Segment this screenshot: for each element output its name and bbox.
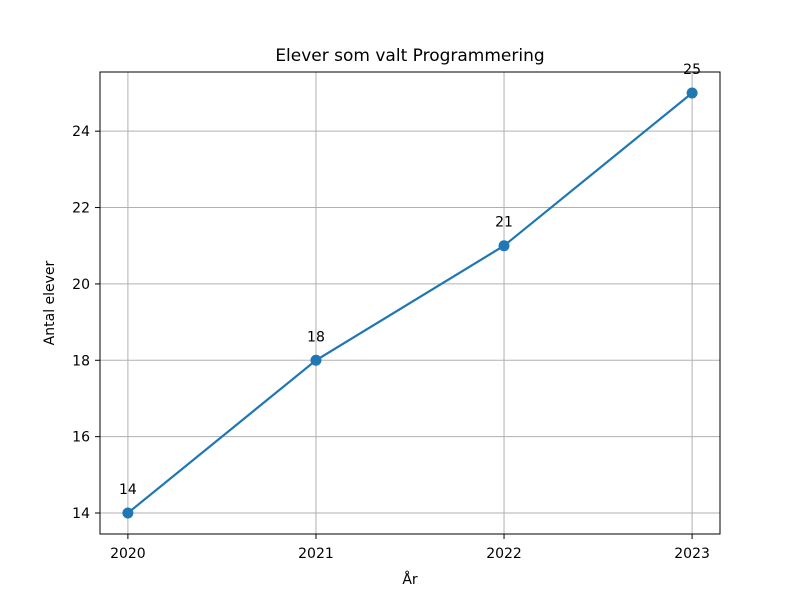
y-tick-label: 24 [72, 124, 90, 140]
y-tick-label: 14 [72, 506, 90, 522]
y-tick-label: 16 [72, 430, 90, 446]
x-tick-label: 2021 [298, 546, 334, 562]
y-tick-label: 22 [72, 201, 90, 217]
data-point [686, 87, 698, 99]
data-label: 21 [495, 215, 513, 231]
chart-title: Elever som valt Programmering [275, 46, 544, 66]
series-group [122, 87, 698, 519]
data-point [310, 354, 322, 366]
x-tick-label: 2020 [110, 546, 146, 562]
data-point [122, 507, 134, 519]
data-labels: 14 18 21 25 [119, 62, 701, 498]
y-axis-label: Antal elever [42, 260, 58, 345]
x-axis-label: År [402, 571, 418, 588]
data-label: 18 [307, 329, 325, 345]
y-tick-label: 18 [72, 353, 90, 369]
y-tick-label: 20 [72, 277, 90, 293]
data-label: 25 [683, 62, 701, 78]
x-tick-label: 2023 [674, 546, 710, 562]
series-line [127, 92, 693, 514]
data-point [498, 240, 510, 252]
plot-frame [99, 71, 721, 535]
x-tick-label: 2022 [486, 546, 522, 562]
data-label: 14 [119, 482, 137, 498]
grid [100, 72, 720, 534]
